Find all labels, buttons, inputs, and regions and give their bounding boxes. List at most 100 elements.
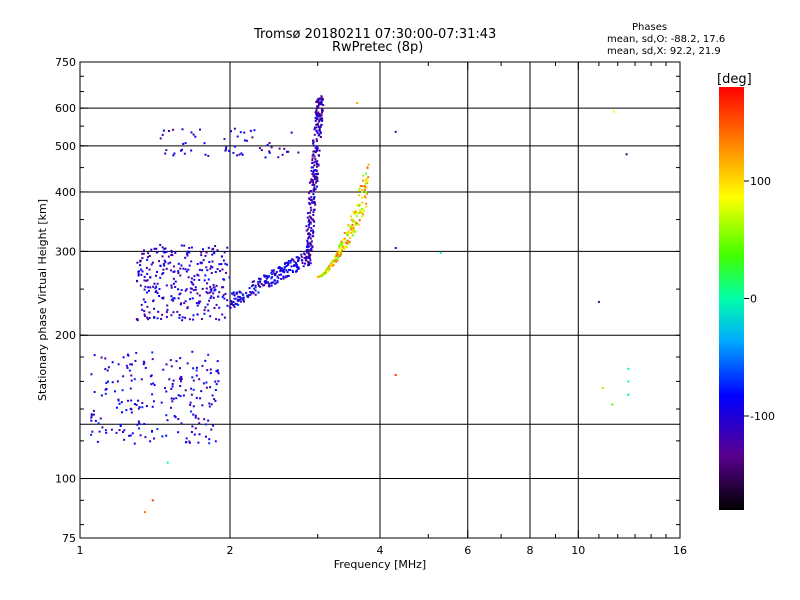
- echo-point: [365, 186, 368, 189]
- echo-point: [148, 268, 151, 271]
- echo-point: [258, 277, 261, 280]
- echo-point: [239, 300, 242, 303]
- echo-point: [184, 256, 187, 259]
- echo-point: [173, 152, 176, 155]
- echo-point: [225, 271, 227, 274]
- echo-point: [309, 262, 312, 265]
- echo-point: [162, 272, 165, 274]
- echo-point: [192, 314, 195, 317]
- echo-point: [209, 386, 212, 389]
- echo-point: [204, 274, 207, 277]
- echo-point: [192, 289, 195, 292]
- echo-point: [352, 221, 355, 224]
- echo-point: [311, 201, 314, 204]
- echo-point: [230, 130, 232, 133]
- echo-point: [205, 381, 208, 384]
- echo-point: [341, 249, 344, 252]
- echo-point: [321, 117, 324, 120]
- echo-point: [315, 113, 318, 116]
- echo-point: [136, 423, 139, 426]
- echo-point: [278, 147, 281, 150]
- echo-point: [172, 397, 175, 400]
- echo-point: [311, 218, 314, 221]
- echo-point: [133, 403, 136, 405]
- echo-point: [156, 428, 159, 431]
- echo-point: [179, 377, 181, 380]
- echo-point: [296, 256, 299, 259]
- echo-point: [350, 215, 353, 218]
- echo-point: [143, 511, 146, 514]
- echo-point: [317, 115, 320, 118]
- echo-point: [305, 225, 308, 228]
- echo-point: [163, 259, 166, 262]
- echo-point: [228, 276, 231, 279]
- echo-point: [205, 251, 208, 254]
- echo-point: [320, 95, 323, 98]
- echo-point: [182, 394, 185, 397]
- echo-point: [258, 147, 261, 150]
- echo-point: [331, 264, 334, 267]
- echo-point: [211, 253, 214, 256]
- echo-point: [319, 101, 322, 104]
- echo-point: [251, 291, 254, 294]
- echo-point: [311, 179, 314, 182]
- echo-point: [258, 284, 260, 287]
- echo-point: [317, 101, 320, 104]
- echo-point: [176, 310, 179, 313]
- echo-point: [183, 152, 186, 155]
- echo-point: [140, 378, 143, 381]
- echo-point: [215, 318, 218, 321]
- echo-point: [287, 268, 290, 271]
- echo-point: [319, 136, 322, 138]
- echo-point: [174, 416, 177, 419]
- echo-point: [316, 105, 319, 108]
- echo-point: [212, 286, 215, 289]
- echo-point: [210, 403, 213, 406]
- echo-point: [352, 219, 355, 222]
- echo-point: [130, 399, 133, 402]
- echo-point: [203, 279, 206, 282]
- echo-point: [201, 287, 204, 290]
- echo-point: [206, 269, 209, 272]
- echo-point: [309, 206, 312, 209]
- echo-point: [143, 249, 145, 252]
- echo-point: [346, 231, 349, 234]
- echo-point: [307, 249, 310, 251]
- echo-point: [362, 179, 365, 182]
- echo-point: [211, 394, 214, 397]
- echo-point: [146, 305, 149, 308]
- echo-point: [310, 229, 312, 232]
- echo-point: [246, 295, 249, 298]
- echo-point: [312, 180, 314, 183]
- echo-point: [293, 260, 296, 263]
- echo-point: [340, 243, 343, 246]
- echo-point: [177, 431, 180, 434]
- echo-point: [611, 403, 614, 406]
- echo-point: [355, 222, 358, 225]
- y-tick-label: 75: [62, 532, 76, 545]
- echo-point: [277, 156, 280, 159]
- echo-point: [178, 316, 181, 319]
- echo-point: [367, 163, 370, 166]
- echo-point: [209, 372, 212, 375]
- echo-point: [199, 128, 201, 131]
- echo-point: [190, 431, 193, 433]
- echo-point: [364, 196, 367, 199]
- echo-point: [120, 401, 123, 404]
- echo-point: [354, 210, 357, 213]
- echo-point: [189, 291, 192, 294]
- echo-point: [311, 173, 314, 175]
- echo-point: [245, 139, 248, 142]
- echo-point: [180, 149, 182, 152]
- echo-point: [266, 281, 269, 284]
- echo-point: [174, 286, 177, 288]
- echo-point: [204, 306, 207, 309]
- echo-point: [316, 122, 319, 125]
- echo-point: [179, 385, 182, 387]
- echo-point: [354, 230, 357, 233]
- echo-point: [170, 406, 172, 409]
- echo-point: [215, 383, 218, 386]
- echo-point: [315, 147, 318, 150]
- echo-point: [361, 196, 364, 199]
- echo-point: [180, 302, 183, 305]
